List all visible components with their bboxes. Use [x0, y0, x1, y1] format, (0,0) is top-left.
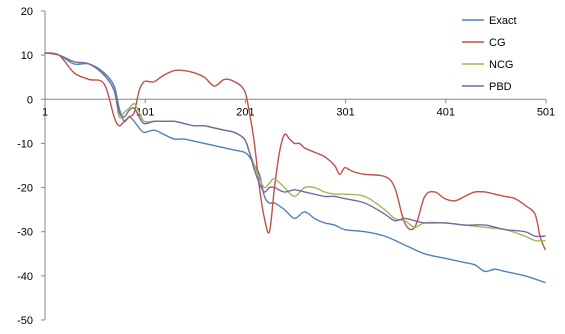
- y-tick-label: -10: [17, 138, 33, 150]
- y-tick-label: 0: [27, 94, 33, 106]
- x-tick-label: 301: [336, 106, 354, 118]
- series-lines: [44, 52, 546, 284]
- y-tick-label: -20: [17, 183, 33, 195]
- legend-label-cg: CG: [489, 37, 506, 49]
- legend-label-ncg: NCG: [489, 59, 513, 71]
- legend-label-pbd: PBD: [489, 81, 512, 93]
- y-tick-label: -50: [17, 315, 33, 327]
- x-tick-label: 1: [42, 106, 48, 118]
- x-tick-label: 401: [437, 106, 455, 118]
- y-tick-label: -40: [17, 271, 33, 283]
- y-tick-label: 10: [21, 50, 33, 62]
- y-tick-label: -30: [17, 227, 33, 239]
- x-tick-label: 501: [537, 106, 555, 118]
- series-line-ncg: [44, 52, 546, 242]
- legend: Exact CG NCG PBD: [462, 15, 517, 93]
- legend-label-exact: Exact: [489, 15, 517, 27]
- y-tick-label: 20: [21, 6, 33, 18]
- series-line-cg: [44, 52, 546, 251]
- series-line-pbd: [44, 52, 546, 238]
- x-tick-label: 201: [236, 106, 254, 118]
- series-line-exact: [44, 52, 546, 284]
